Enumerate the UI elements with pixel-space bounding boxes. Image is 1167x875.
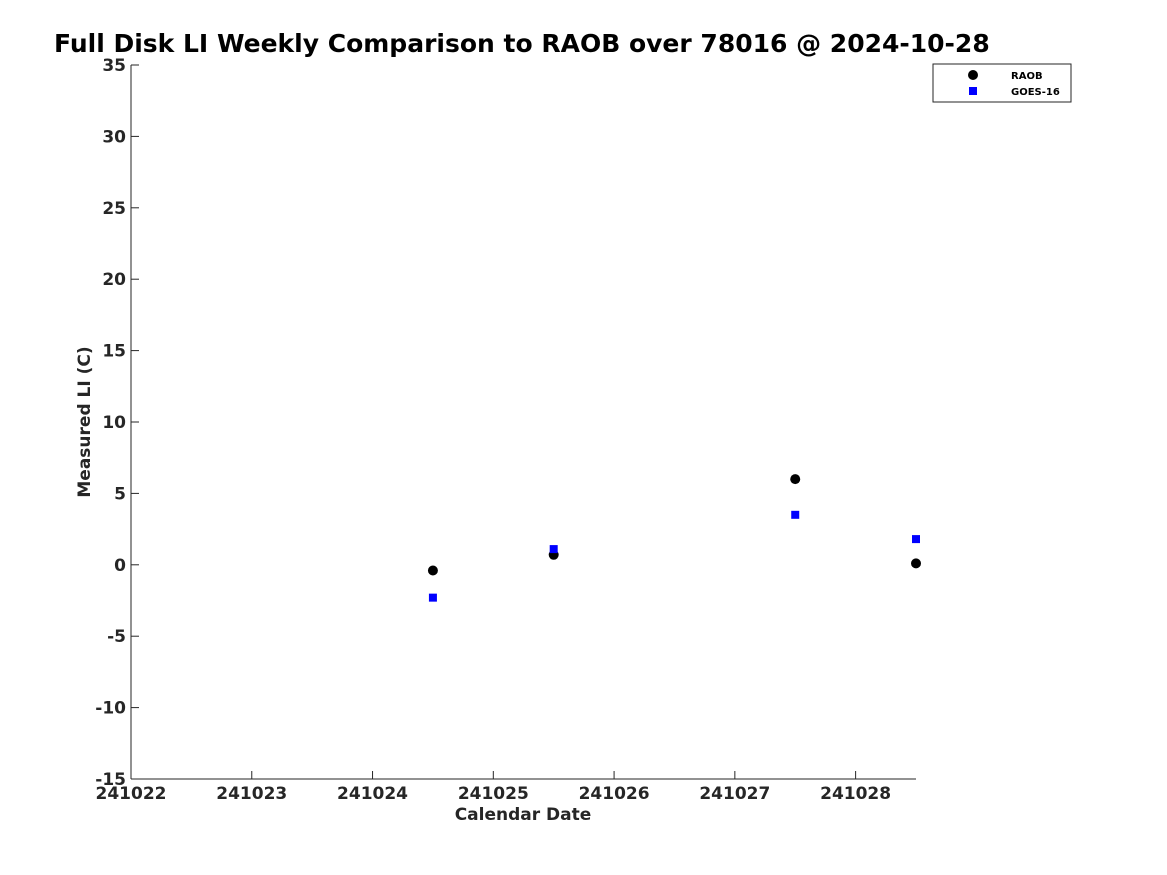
x-tick-label: 241024 [337,784,408,804]
x-tick-label: 241023 [216,784,287,804]
y-tick-label: 15 [102,342,126,362]
legend-box [932,63,1072,103]
y-tick-label: 10 [102,413,126,433]
plot-axes [130,65,916,780]
legend-label-goes: GOES-16 [1011,87,1060,98]
data-points [427,474,921,602]
x-tick-label: 241025 [458,784,529,804]
y-tick-label: -15 [95,770,126,790]
legend-marker-goes [969,87,977,95]
y-axis-ticks: 35 30 25 20 15 10 5 0 -5 -10 -15 [95,56,139,790]
goes-16-point [791,510,800,519]
x-axis-ticks: 241022 241023 241024 241025 241026 241027 2410… [96,771,891,804]
goes-16-point [428,593,437,602]
raob-point [911,558,921,569]
y-tick-label: 25 [102,199,126,219]
legend-marker-raob [968,70,978,80]
raob-point [790,474,801,485]
x-axis-label: Calendar Date [455,805,592,825]
x-tick-label: 241022 [96,784,167,804]
goes-16-point [549,545,558,554]
y-tick-label: -10 [95,699,126,719]
y-tick-label: 5 [114,484,126,504]
x-tick-label: 241028 [820,784,891,804]
legend-label-raob: RAOB [1011,71,1043,82]
x-tick-label: 241026 [579,784,650,804]
y-tick-label: 0 [114,556,126,576]
y-axis-label: Measured LI (C) [75,346,95,497]
y-tick-label: 20 [102,270,126,290]
raob-point [427,565,438,576]
y-tick-label: 30 [102,127,126,147]
legend: RAOB GOES-16 [932,63,1072,103]
x-tick-label: 241027 [699,784,770,804]
y-tick-label: -5 [107,627,126,647]
goes-16-point [912,535,920,544]
chart-title: Full Disk LI Weekly Comparison to RAOB o… [54,29,990,58]
y-tick-label: 35 [102,56,126,76]
